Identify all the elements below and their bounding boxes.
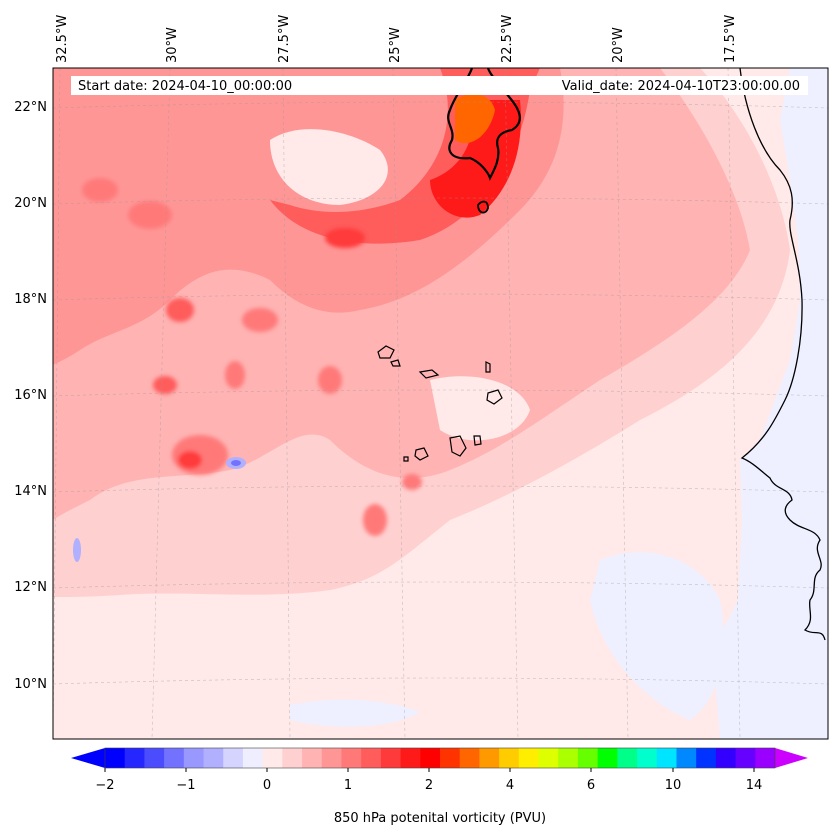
lat-label-16n: 16°N xyxy=(14,388,47,403)
africa-coastline xyxy=(739,68,826,641)
lat-label-12n: 12°N xyxy=(14,580,47,595)
pv-contour-small xyxy=(477,200,489,214)
negative-pv-blob-2 xyxy=(73,538,81,562)
cb-tick-label: 1 xyxy=(344,778,352,793)
negative-pv-blob-1-core xyxy=(231,460,241,466)
cb-tick-label: −2 xyxy=(95,778,114,793)
colorbar-cell xyxy=(420,748,441,768)
valid-date-label: Valid_date: 2024-04-10T23:00:00.00 xyxy=(562,79,800,94)
pv-hole-central xyxy=(430,376,530,441)
lat-label-14n: 14°N xyxy=(14,484,47,499)
pv-contour xyxy=(447,68,521,181)
colorbar-cell xyxy=(440,748,461,768)
lat-label-10n: 10°N xyxy=(14,677,47,692)
colorbar: −2 −1 0 1 2 4 6 10 14 850 hPa potenital … xyxy=(71,747,808,826)
header-box xyxy=(71,76,808,95)
colorbar-cell xyxy=(223,748,244,768)
colorbar-cell xyxy=(380,748,402,768)
colorbar-extend-high xyxy=(775,748,808,768)
low-pv-patch-sw xyxy=(290,699,420,727)
colorbar-cell xyxy=(676,748,697,768)
pv-hole-north xyxy=(270,129,388,205)
lon-label-32.5w: 32.5°W xyxy=(55,15,70,63)
colorbar-cell xyxy=(459,748,480,768)
colorbar-cell xyxy=(341,748,362,768)
cb-tick-label: 4 xyxy=(506,778,514,793)
colorbar-cell xyxy=(656,748,677,768)
longitude-labels: 32.5°W 30°W 27.5°W 25°W 22.5°W 20°W 17.5… xyxy=(55,15,738,63)
colorbar-cell xyxy=(124,748,145,768)
colorbar-cell xyxy=(164,748,185,768)
start-date-label: Start date: 2024-04-10_00:00:00 xyxy=(78,79,292,94)
map-frame xyxy=(52,67,829,740)
lon-label-25w: 25°W xyxy=(388,27,403,63)
colorbar-cell xyxy=(302,748,323,768)
cb-tick-label: −1 xyxy=(176,778,195,793)
colorbar-cell xyxy=(558,748,579,768)
cape-verde-islands xyxy=(377,345,503,462)
colorbar-cell xyxy=(144,748,165,768)
colorbar-cell xyxy=(361,748,382,768)
lat-label-18n: 18°N xyxy=(14,292,47,307)
map-panel xyxy=(53,68,828,739)
colorbar-cell xyxy=(715,748,737,768)
colorbar-cells xyxy=(105,748,776,768)
pv-cyclone-core xyxy=(430,100,521,218)
colorbar-cell xyxy=(755,748,776,768)
lon-label-17.5w: 17.5°W xyxy=(723,15,738,63)
colorbar-cell xyxy=(597,748,618,768)
pv-blobs xyxy=(82,178,422,536)
colorbar-cell xyxy=(203,748,224,768)
colorbar-cell xyxy=(696,748,717,768)
pv-cyclone-max xyxy=(455,94,495,144)
cb-tick-label: 10 xyxy=(665,778,682,793)
colorbar-title: 850 hPa potenital vorticity (PVU) xyxy=(334,811,546,826)
colorbar-cell xyxy=(617,748,638,768)
colorbar-cell xyxy=(282,748,303,768)
lat-label-20n: 20°N xyxy=(14,196,47,211)
colorbar-cell xyxy=(262,748,283,768)
colorbar-cell xyxy=(479,748,500,768)
colorbar-cell xyxy=(183,748,205,768)
cb-tick-label: 2 xyxy=(425,778,433,793)
colorbar-cell xyxy=(321,748,342,768)
latitude-labels: 22°N 20°N 18°N 16°N 14°N 12°N 10°N xyxy=(14,100,47,692)
colorbar-cell xyxy=(499,748,520,768)
graticule xyxy=(53,68,828,739)
colorbar-cell xyxy=(577,748,599,768)
colorbar-cell xyxy=(538,748,559,768)
colorbar-cell xyxy=(637,748,658,768)
colorbar-cell xyxy=(400,748,421,768)
low-pv-patch-south xyxy=(590,552,724,720)
lon-label-20w: 20°W xyxy=(611,27,626,63)
colorbar-cell xyxy=(242,748,264,768)
lon-label-27.5w: 27.5°W xyxy=(277,15,292,63)
cb-tick-label: 6 xyxy=(587,778,595,793)
colorbar-frame xyxy=(104,747,776,769)
colorbar-ticks xyxy=(104,768,755,772)
colorbar-cell xyxy=(105,748,126,768)
colorbar-cell xyxy=(735,748,756,768)
cb-tick-label: 0 xyxy=(263,778,271,793)
lon-label-22.5w: 22.5°W xyxy=(500,15,515,63)
colorbar-extend-low xyxy=(71,748,105,768)
cb-tick-label: 14 xyxy=(746,778,763,793)
lat-label-22n: 22°N xyxy=(14,100,47,115)
lon-label-30w: 30°W xyxy=(165,27,180,63)
africa-land xyxy=(716,68,828,739)
colorbar-cell xyxy=(518,748,540,768)
